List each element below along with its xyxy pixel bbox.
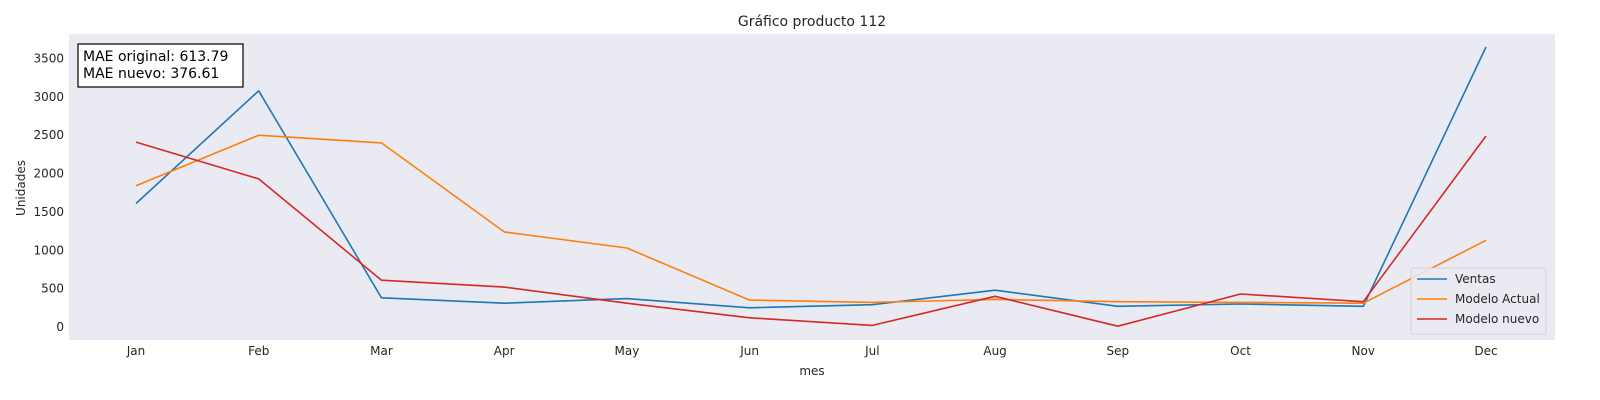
annotation-mae-original: MAE original: 613.79 xyxy=(83,49,228,65)
x-tick-label: Mar xyxy=(370,344,393,358)
series-lines xyxy=(135,46,1487,328)
legend-label: Modelo nuevo xyxy=(1455,312,1539,326)
x-tick-label: Nov xyxy=(1352,344,1375,358)
y-tick-label: 1500 xyxy=(33,205,64,219)
x-tick-label: Apr xyxy=(494,344,515,358)
x-tick-label: Aug xyxy=(983,344,1006,358)
x-axis-label: mes xyxy=(799,364,824,378)
y-tick-label: 3000 xyxy=(33,90,64,104)
legend-label: Ventas xyxy=(1455,272,1496,286)
series-line-modelo-actual xyxy=(135,134,1487,305)
y-axis-label: Unidades xyxy=(14,160,28,216)
y-tick-label: 3500 xyxy=(33,52,64,66)
y-tick-label: 0 xyxy=(56,320,64,334)
annotation-box: MAE original: 613.79 MAE nuevo: 376.61 xyxy=(77,43,244,88)
x-tick-label: Jun xyxy=(739,344,759,358)
y-tick-label: 2000 xyxy=(33,167,64,181)
annotation-mae-nuevo: MAE nuevo: 376.61 xyxy=(83,66,219,82)
y-axis-ticks: 0 500 1000 1500 2000 2500 3000 3500 xyxy=(33,52,64,334)
x-tick-label: Jan xyxy=(126,344,146,358)
chart-title: Gráfico producto 112 xyxy=(738,14,886,30)
y-tick-label: 1000 xyxy=(33,243,64,257)
series-line-modelo-nuevo xyxy=(135,135,1487,328)
y-tick-label: 2500 xyxy=(33,128,64,142)
legend: Ventas Modelo Actual Modelo nuevo xyxy=(1410,267,1547,335)
x-tick-label: Jul xyxy=(864,344,879,358)
x-tick-label: Feb xyxy=(248,344,269,358)
annotation-frame xyxy=(77,43,244,88)
x-tick-label: May xyxy=(615,344,640,358)
x-axis-ticks: Jan Feb Mar Apr May Jun Jul Aug Sep Oct Nov Dec xyxy=(126,344,1498,358)
plot-area xyxy=(69,34,1555,340)
y-tick-label: 500 xyxy=(41,282,64,296)
x-tick-label: Dec xyxy=(1474,344,1497,358)
legend-frame xyxy=(1410,267,1547,335)
x-tick-label: Oct xyxy=(1230,344,1251,358)
legend-label: Modelo Actual xyxy=(1455,292,1540,306)
x-tick-label: Sep xyxy=(1107,344,1130,358)
